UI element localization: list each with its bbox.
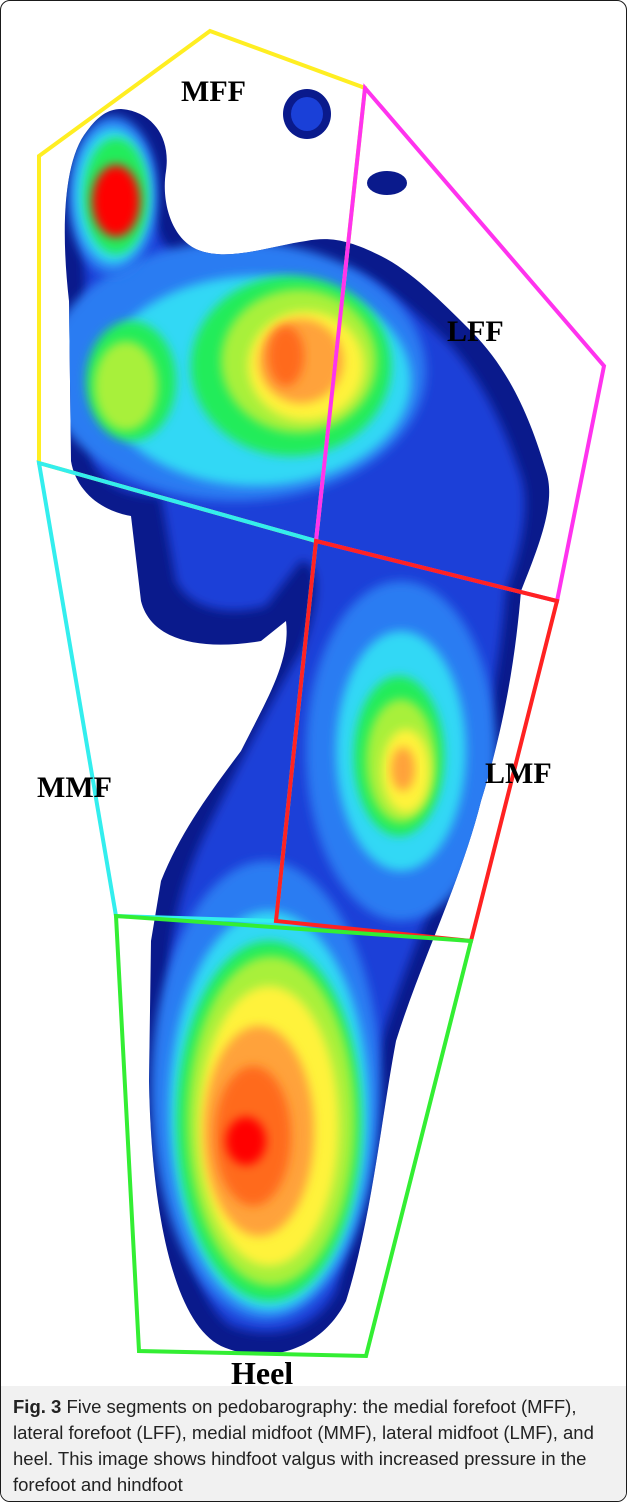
mmf-label: MMF: [37, 771, 112, 804]
heel-label: Heel: [231, 1355, 293, 1386]
mff-label: MFF: [181, 75, 246, 108]
pressure-map: [64, 116, 526, 1333]
figure-number: Fig. 3: [13, 1396, 62, 1417]
lff-label: LFF: [447, 315, 504, 348]
pedobarography-figure: MFF LFF MMF LMF Heel: [36, 28, 607, 1386]
toe-spot-small: [367, 171, 407, 195]
caption-text: Five segments on pedobarography: the med…: [13, 1396, 594, 1495]
lmf-label: LMF: [485, 757, 552, 790]
figure-caption: Fig. 3 Five segments on pedobarography: …: [1, 1386, 626, 1501]
heel-segment-outline: [113, 913, 474, 1359]
